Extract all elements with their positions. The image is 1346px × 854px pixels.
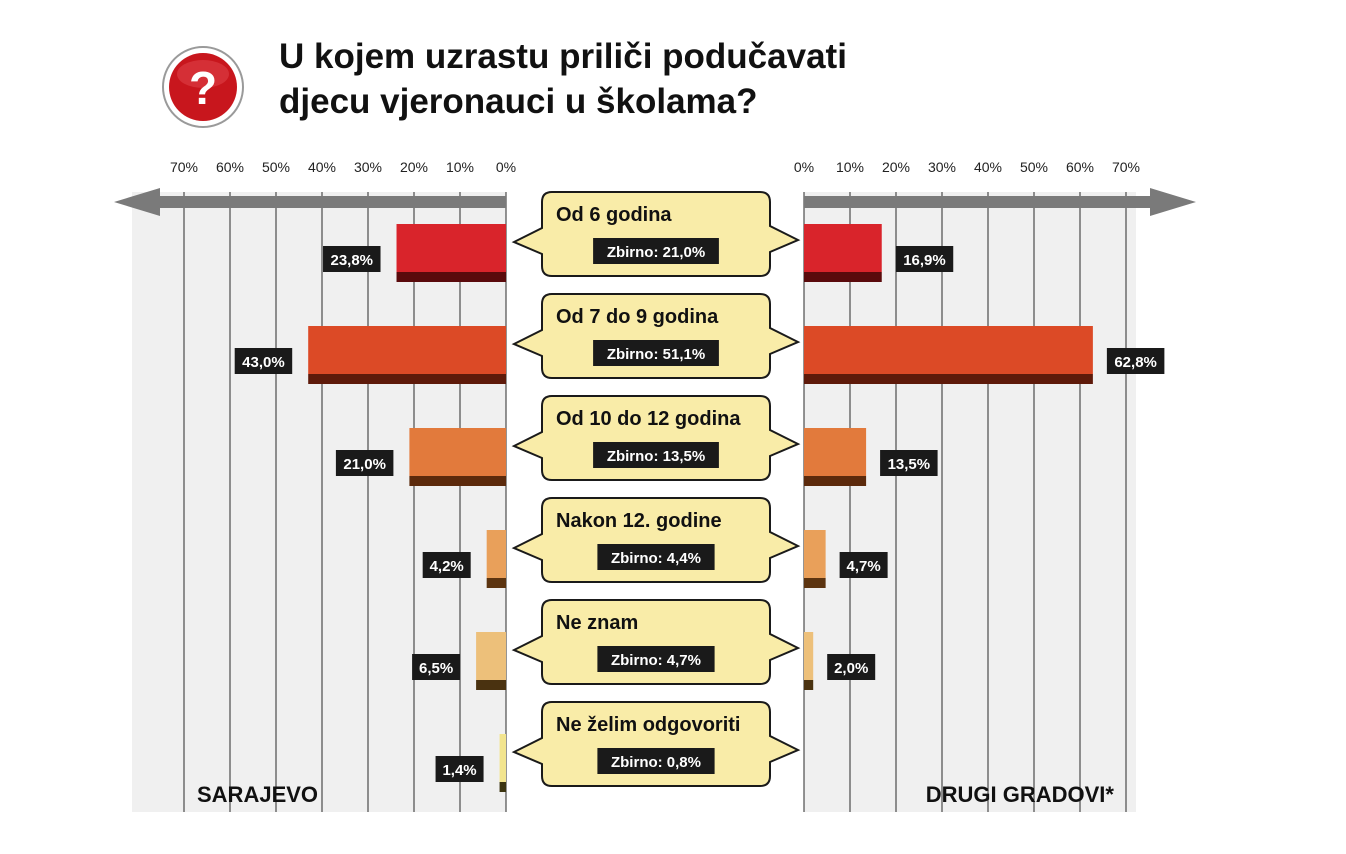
value-label-right: 16,9% bbox=[903, 252, 946, 269]
summary-label: Zbirno: 4,7% bbox=[611, 652, 701, 669]
value-box-left bbox=[422, 552, 471, 578]
bar-shadow-right bbox=[804, 374, 1093, 384]
bar-left bbox=[486, 530, 506, 578]
tick-label-left: 0% bbox=[496, 159, 516, 175]
summary-box bbox=[593, 340, 719, 366]
bar-right bbox=[804, 326, 1093, 374]
tick-label-right: 30% bbox=[928, 159, 956, 175]
value-box-right bbox=[880, 450, 938, 476]
value-label-left: 6,5% bbox=[419, 660, 453, 677]
title-line-1: U kojem uzrastu priliči podučavati bbox=[279, 37, 847, 76]
value-label-right: 62,8% bbox=[1114, 354, 1157, 371]
bar-shadow-right bbox=[804, 476, 867, 486]
tick-label-right: 40% bbox=[974, 159, 1002, 175]
value-label-right: 2,0% bbox=[834, 660, 868, 677]
value-box-left bbox=[412, 654, 461, 680]
summary-label: Zbirno: 51,1% bbox=[607, 346, 705, 363]
bar-shadow-left bbox=[499, 782, 506, 792]
right-axis-arrow bbox=[804, 188, 1196, 216]
tick-label-right: 50% bbox=[1020, 159, 1048, 175]
question-mark-icon: ? bbox=[162, 46, 244, 128]
value-label-left: 43,0% bbox=[242, 354, 285, 371]
bar-shadow-right bbox=[804, 680, 814, 690]
value-box-right bbox=[827, 654, 876, 680]
left-group-label: SARAJEVO bbox=[197, 782, 318, 807]
summary-label: Zbirno: 13,5% bbox=[607, 448, 705, 465]
category-bubble bbox=[511, 293, 801, 379]
value-label-left: 1,4% bbox=[442, 762, 476, 779]
summary-box bbox=[597, 544, 715, 570]
value-box-left bbox=[335, 450, 394, 476]
bar-right bbox=[804, 530, 826, 578]
value-box-left bbox=[234, 348, 293, 374]
summary-label: Zbirno: 0,8% bbox=[611, 754, 701, 771]
value-label-left: 23,8% bbox=[330, 252, 373, 269]
category-label: Ne znam bbox=[556, 612, 638, 634]
bar-right bbox=[804, 632, 814, 680]
bar-shadow-right bbox=[804, 272, 882, 282]
value-box-right bbox=[895, 246, 954, 272]
bar-shadow-left bbox=[486, 578, 506, 588]
summary-label: Zbirno: 4,4% bbox=[611, 550, 701, 567]
summary-box bbox=[597, 748, 715, 774]
value-label-right: 13,5% bbox=[888, 456, 931, 473]
title-line-2: djecu vjeronauci u školama? bbox=[279, 82, 758, 121]
category-bubble bbox=[511, 701, 801, 787]
category-label: Nakon 12. godine bbox=[556, 510, 722, 532]
value-label-right: 4,7% bbox=[847, 558, 881, 575]
tick-label-left: 50% bbox=[262, 159, 290, 175]
category-bubble bbox=[511, 599, 801, 685]
bar-left bbox=[499, 734, 506, 782]
tick-label-right: 20% bbox=[882, 159, 910, 175]
tick-label-left: 70% bbox=[170, 159, 198, 175]
category-bubble bbox=[511, 395, 801, 481]
bar-left bbox=[476, 632, 506, 680]
left-grid-background bbox=[132, 192, 506, 812]
tick-label-left: 40% bbox=[308, 159, 336, 175]
category-bubble bbox=[511, 191, 801, 277]
chart-title: U kojem uzrastu priliči podučavati djecu… bbox=[279, 34, 847, 124]
summary-box bbox=[593, 238, 719, 264]
summary-box bbox=[593, 442, 719, 468]
tick-label-right: 70% bbox=[1112, 159, 1140, 175]
right-group-label: DRUGI GRADOVI* bbox=[926, 782, 1115, 807]
bar-shadow-left bbox=[409, 476, 506, 486]
tick-label-right: 0% bbox=[794, 159, 814, 175]
bar-shadow-right bbox=[804, 578, 826, 588]
svg-text:?: ? bbox=[189, 62, 217, 114]
category-bubble bbox=[511, 497, 801, 583]
tick-label-right: 10% bbox=[836, 159, 864, 175]
tick-label-left: 30% bbox=[354, 159, 382, 175]
tick-label-left: 20% bbox=[400, 159, 428, 175]
bar-right bbox=[804, 224, 882, 272]
bar-shadow-left bbox=[476, 680, 506, 690]
bar-left bbox=[409, 428, 506, 476]
left-axis-arrow bbox=[114, 188, 506, 216]
bar-left bbox=[308, 326, 506, 374]
value-box-left bbox=[435, 756, 484, 782]
summary-box bbox=[597, 646, 715, 672]
bar-shadow-left bbox=[396, 272, 506, 282]
value-label-left: 4,2% bbox=[430, 558, 464, 575]
value-box-right bbox=[1106, 348, 1165, 374]
category-label: Od 6 godina bbox=[556, 204, 672, 226]
category-label: Od 10 do 12 godina bbox=[556, 408, 741, 430]
tick-label-left: 60% bbox=[216, 159, 244, 175]
tick-label-right: 60% bbox=[1066, 159, 1094, 175]
value-box-right bbox=[839, 552, 888, 578]
bar-left bbox=[396, 224, 506, 272]
category-label: Ne želim odgovoriti bbox=[556, 714, 740, 736]
bar-shadow-left bbox=[308, 374, 506, 384]
bar-right bbox=[804, 428, 867, 476]
summary-label: Zbirno: 21,0% bbox=[607, 244, 705, 261]
category-label: Od 7 do 9 godina bbox=[556, 306, 719, 328]
right-grid-background bbox=[804, 192, 1136, 812]
value-box-left bbox=[323, 246, 381, 272]
tick-label-left: 10% bbox=[446, 159, 474, 175]
value-label-left: 21,0% bbox=[343, 456, 386, 473]
